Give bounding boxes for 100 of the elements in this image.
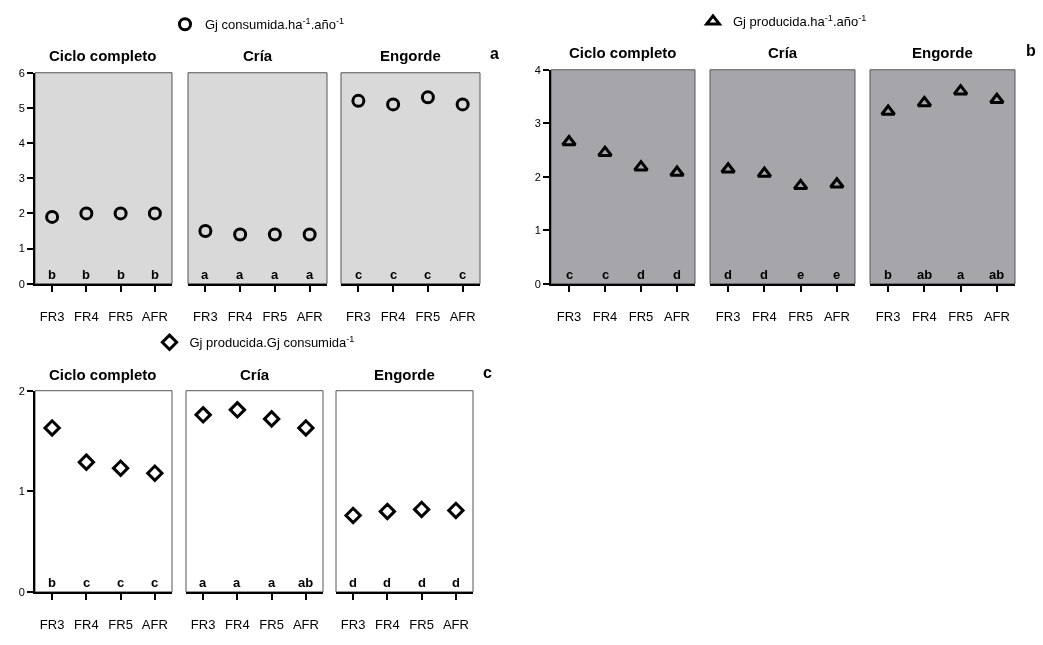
x-tick-label: AFR [442, 617, 469, 633]
point [829, 177, 845, 189]
annotation: d [452, 575, 460, 590]
legend-label: Gj consumida.ha$^{-1}$.año$^{-1}$ [205, 15, 345, 33]
point [561, 135, 577, 147]
annotation: b [117, 267, 125, 282]
y-tick-label: 4 [18, 136, 25, 149]
annotation: a [268, 575, 276, 590]
chart-title: Engorde [380, 47, 441, 64]
point [952, 84, 969, 96]
y-tick-label: 5 [18, 101, 25, 114]
x-tick-label: AFR [823, 309, 850, 325]
x-tick-label: FR5 [948, 309, 973, 325]
y-tick-label: 0 [18, 277, 25, 290]
point [447, 501, 465, 520]
y-tick-label: 2 [534, 170, 541, 183]
annotation: a [306, 267, 314, 282]
y-tick-label: 2 [18, 207, 25, 220]
annotation: d [418, 575, 426, 590]
annotation: b [82, 267, 90, 282]
point [412, 500, 431, 519]
point [597, 145, 613, 157]
x-tick-label: FR3 [190, 617, 216, 633]
x-tick-label: FR3 [715, 309, 741, 325]
y-tick-label: 0 [534, 277, 541, 290]
point [297, 419, 315, 437]
y-tick-label: 1 [18, 242, 25, 255]
text: c [483, 364, 492, 381]
annotation: e [797, 267, 805, 282]
x-tick-label: FR4 [227, 309, 253, 325]
y-tick-label: 0 [18, 585, 25, 598]
x-tick-label: FR3 [556, 309, 582, 325]
chart-title: Ciclo completo [569, 44, 677, 61]
x-tick-label: FR5 [262, 309, 288, 325]
x-tick-label: FR5 [259, 617, 284, 633]
annotation: c [83, 575, 91, 590]
x-tick-label: AFR [449, 309, 476, 325]
point [43, 419, 61, 437]
chart-title: Engorde [374, 366, 435, 383]
point [792, 178, 809, 191]
annotation: a [957, 267, 965, 282]
point [111, 459, 130, 477]
x-tick-label: FR5 [628, 309, 654, 325]
annotation: ab [298, 575, 314, 590]
text: a [490, 45, 499, 62]
annotation: d [760, 267, 768, 282]
annotation: d [673, 267, 681, 282]
legend-label: Gj producida.Gj consumida$^{-1}$ [189, 333, 355, 351]
annotation: ab [917, 267, 933, 282]
x-tick-label: AFR [664, 309, 690, 325]
point [194, 406, 212, 424]
annotation: c [602, 267, 610, 282]
chart-title: Cría [768, 44, 798, 61]
annotation: ab [989, 267, 1005, 282]
x-tick-label: FR3 [193, 309, 218, 325]
chart-title: Ciclo completo [49, 47, 157, 64]
annotation: d [349, 575, 357, 590]
annotation: c [566, 267, 574, 282]
point [916, 95, 933, 108]
y-tick-label: 6 [18, 66, 25, 79]
point [146, 464, 164, 482]
annotation: a [201, 267, 209, 282]
annotation: b [884, 267, 892, 282]
annotation: a [199, 575, 207, 590]
x-tick-label: FR5 [415, 309, 441, 325]
x-tick-label: FR5 [108, 309, 133, 325]
x-tick-label: AFR [141, 617, 168, 633]
annotation: d [637, 267, 645, 282]
text: b [1026, 42, 1036, 59]
x-tick-label: FR3 [340, 617, 366, 633]
x-tick-label: FR4 [380, 309, 406, 325]
x-tick-label: FR3 [346, 309, 371, 325]
x-tick-label: FR3 [39, 617, 65, 633]
point [344, 506, 362, 525]
point [720, 162, 736, 174]
annotation: c [459, 267, 467, 282]
chart-title: Engorde [912, 44, 973, 61]
y-tick-label: 1 [18, 485, 25, 498]
y-tick-label: 3 [18, 172, 25, 185]
x-tick-label: FR5 [409, 617, 434, 633]
point [756, 166, 773, 178]
point [880, 104, 896, 116]
y-tick-label: 1 [534, 224, 541, 237]
x-tick-label: AFR [141, 309, 168, 325]
y-tick-label: 3 [534, 117, 541, 130]
x-tick-label: FR4 [225, 617, 250, 633]
x-tick-label: FR4 [74, 309, 99, 325]
annotation: c [355, 267, 363, 282]
point [669, 165, 685, 177]
annotation: a [271, 267, 279, 282]
x-tick-label: FR4 [74, 617, 99, 633]
annotation: d [724, 267, 732, 282]
annotation: c [151, 575, 159, 590]
annotation: a [236, 267, 244, 282]
x-tick-label: AFR [983, 309, 1010, 325]
point [228, 401, 247, 419]
x-tick-label: FR4 [592, 309, 618, 325]
chart-title: Ciclo completo [49, 366, 157, 383]
chart-title: Cría [240, 366, 270, 383]
annotation: b [151, 267, 159, 282]
